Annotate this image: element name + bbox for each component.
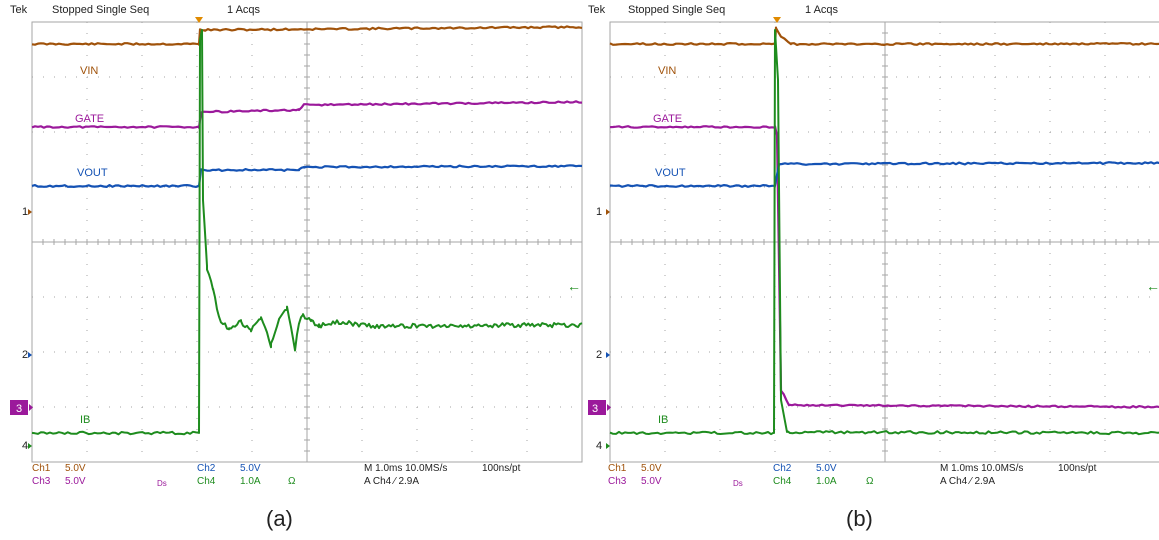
trigger-readout: A Ch4 ⁄ 2.9A	[364, 476, 419, 487]
vin-trace	[609, 26, 1159, 46]
gate-trace	[31, 100, 583, 129]
ch3-scale: 5.0V	[641, 476, 662, 487]
trigger-position-icon	[195, 17, 203, 23]
ch3-ground-marker-icon	[588, 400, 606, 415]
ch4-marker: 4	[22, 440, 28, 452]
ch3-readout: Ch3	[32, 476, 51, 487]
ch4-scale: 1.0A	[816, 476, 837, 487]
ch4-ground-arrow-icon	[606, 443, 610, 449]
ch1-ground-arrow-icon	[606, 209, 610, 215]
timebase-readout: M 1.0ms 10.0MS/s	[940, 463, 1023, 474]
gate-label: GATE	[75, 113, 104, 125]
sample-interval-readout: 100ns/pt	[482, 463, 521, 474]
ch3-ground-arrow-icon	[607, 404, 611, 411]
gate-label: GATE	[653, 113, 682, 125]
ch1-marker: 1	[22, 206, 28, 218]
ch1-ground-arrow-icon	[28, 209, 32, 215]
trigger-readout: A Ch4 ⁄ 2.9A	[940, 476, 995, 487]
vout-trace	[609, 161, 1159, 188]
ch4-level-arrow: ←	[567, 278, 581, 294]
ch3-ground-arrow-icon	[29, 404, 33, 411]
scope-panel-a: Tek Stopped Single Seq 1 Acqs VIN GATE V…	[10, 0, 583, 531]
panel-caption-a: (a)	[266, 506, 293, 531]
ch4-marker: 4	[596, 440, 602, 452]
scope-panel-b: Tek Stopped Single Seq 1 Acqs VIN GATE V…	[588, 0, 1159, 531]
ch1-readout: Ch1	[32, 463, 51, 474]
ch4-readout: Ch4	[197, 476, 216, 487]
vin-label: VIN	[658, 65, 676, 77]
vout-label: VOUT	[655, 167, 686, 179]
ch2-marker: 2	[596, 349, 602, 361]
acqs-label: 1 Acqs	[227, 4, 261, 16]
scope-screen-a: Tek Stopped Single Seq 1 Acqs VIN GATE V…	[10, 4, 583, 488]
vin-label: VIN	[80, 65, 98, 77]
ch3-ground-marker-icon	[10, 400, 28, 415]
ch4-readout: Ch4	[773, 476, 792, 487]
ch1-scale: 5.0V	[641, 463, 662, 474]
ch1-readout: Ch1	[608, 463, 627, 474]
ch2-scale: 5.0V	[816, 463, 837, 474]
ohm-icon: Ω	[866, 476, 874, 487]
vout-trace	[31, 164, 583, 188]
ch3-scale: 5.0V	[65, 476, 86, 487]
ib-label: IB	[658, 414, 668, 426]
sample-interval-readout: 100ns/pt	[1058, 463, 1097, 474]
brand-label: Tek	[10, 4, 28, 16]
ch2-scale: 5.0V	[240, 463, 261, 474]
vin-trace	[31, 25, 583, 46]
ch1-marker: 1	[596, 206, 602, 218]
ch2-ground-arrow-icon	[606, 352, 610, 358]
ch3-marker: 3	[592, 403, 598, 415]
ch3-readout: Ch3	[608, 476, 627, 487]
ib-label: IB	[80, 414, 90, 426]
ohm-icon: Ω	[288, 476, 296, 487]
ch2-readout: Ch2	[773, 463, 792, 474]
ib-trace	[609, 29, 1159, 436]
ch4-ground-arrow-icon	[28, 443, 32, 449]
ch2-ground-arrow-icon	[28, 352, 32, 358]
panel-caption-b: (b)	[846, 506, 873, 531]
ch3-bw-indicator: Ds	[157, 479, 167, 488]
ch1-scale: 5.0V	[65, 463, 86, 474]
vout-label: VOUT	[77, 167, 108, 179]
ch2-marker: 2	[22, 349, 28, 361]
scope-screen-b: Tek Stopped Single Seq 1 Acqs VIN GATE V…	[588, 4, 1159, 488]
trigger-position-icon	[773, 17, 781, 23]
acqs-label: 1 Acqs	[805, 4, 839, 16]
ch3-marker: 3	[16, 403, 22, 415]
ch4-level-arrow: ←	[1146, 278, 1159, 294]
ch4-scale: 1.0A	[240, 476, 261, 487]
timebase-readout: M 1.0ms 10.0MS/s	[364, 463, 447, 474]
ch3-bw-indicator: Ds	[733, 479, 743, 488]
gate-trace	[609, 125, 1159, 409]
brand-label: Tek	[588, 4, 606, 16]
ch2-readout: Ch2	[197, 463, 216, 474]
status-label: Stopped Single Seq	[628, 4, 725, 16]
ib-trace	[31, 29, 583, 436]
status-label: Stopped Single Seq	[52, 4, 149, 16]
